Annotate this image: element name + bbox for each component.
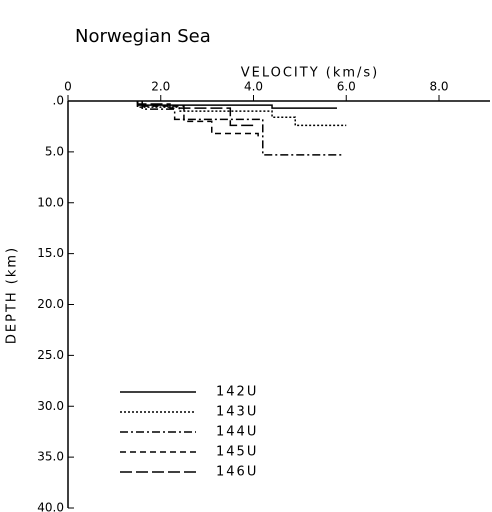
series-line xyxy=(136,101,259,137)
series-line xyxy=(136,101,347,127)
y-tick-label: 25.0 xyxy=(37,348,64,362)
chart-title: Norwegian Sea xyxy=(75,26,211,47)
x-tick-label: 4.0 xyxy=(244,80,263,94)
legend-label: 145U xyxy=(216,445,258,460)
y-tick-label: 35.0 xyxy=(37,450,64,464)
x-tick-label: 8.0 xyxy=(429,80,448,94)
y-tick-label: 15.0 xyxy=(37,246,64,260)
legend-label: 146U xyxy=(216,465,258,480)
series-line xyxy=(141,101,342,156)
y-tick-label: 30.0 xyxy=(37,399,64,413)
y-tick-label: 20.0 xyxy=(37,297,64,311)
x-tick-label: 6.0 xyxy=(337,80,356,94)
x-axis-title: VELOCITY (km/s) xyxy=(241,66,380,81)
series-line xyxy=(136,101,254,127)
x-tick-label: 0 xyxy=(64,80,72,94)
legend-label: 142U xyxy=(216,385,258,400)
y-tick-label: 5.0 xyxy=(45,144,64,158)
legend-label: 144U xyxy=(216,425,258,440)
y-tick-label: 40.0 xyxy=(37,501,64,512)
y-tick-label: 10.0 xyxy=(37,195,64,209)
legend-label: 143U xyxy=(216,405,258,420)
y-axis-title: DEPTH (km) xyxy=(5,246,20,344)
x-tick-label: 2.0 xyxy=(151,80,170,94)
y-tick-label: .0 xyxy=(53,94,64,108)
